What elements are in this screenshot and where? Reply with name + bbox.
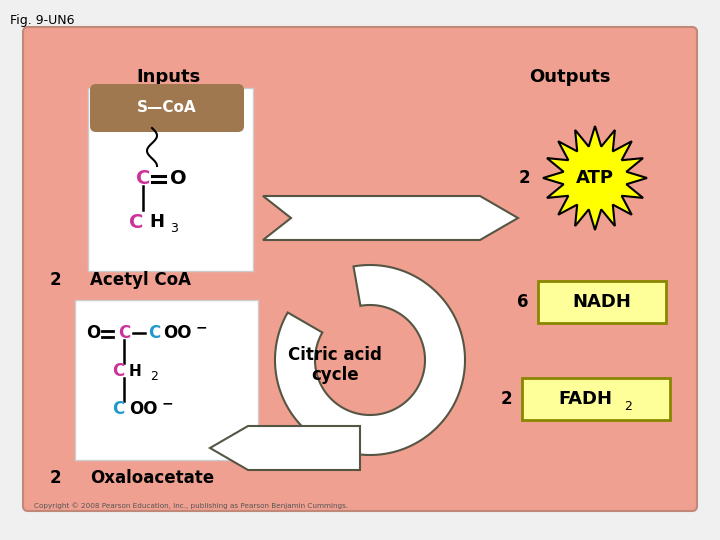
Text: C: C	[136, 168, 150, 187]
Text: Oxaloacetate: Oxaloacetate	[90, 469, 214, 487]
Text: 2: 2	[518, 169, 530, 187]
Text: C: C	[148, 324, 160, 342]
Text: O: O	[86, 324, 100, 342]
Polygon shape	[543, 126, 647, 230]
Text: 2: 2	[50, 469, 62, 487]
Text: C: C	[112, 400, 124, 418]
Text: Inputs: Inputs	[136, 68, 200, 86]
Text: FADH: FADH	[558, 390, 612, 408]
FancyBboxPatch shape	[90, 84, 244, 132]
Text: −: −	[196, 320, 207, 334]
Polygon shape	[275, 265, 465, 455]
Text: C: C	[129, 213, 143, 232]
Text: ATP: ATP	[576, 169, 614, 187]
Text: Fig. 9-UN6: Fig. 9-UN6	[10, 14, 74, 27]
Text: OO: OO	[129, 400, 158, 418]
Text: C: C	[112, 362, 124, 380]
Text: OO: OO	[163, 324, 192, 342]
Polygon shape	[263, 196, 518, 240]
Text: O: O	[170, 168, 186, 187]
Text: Acetyl CoA: Acetyl CoA	[90, 271, 191, 289]
FancyBboxPatch shape	[23, 27, 697, 511]
Text: 3: 3	[170, 221, 178, 234]
Text: 2: 2	[624, 400, 632, 413]
Text: NADH: NADH	[572, 293, 631, 311]
Text: S—CoA: S—CoA	[138, 100, 197, 116]
Text: −: −	[162, 396, 174, 410]
Text: Copyright © 2008 Pearson Education, Inc., publishing as Pearson Benjamin Cumming: Copyright © 2008 Pearson Education, Inc.…	[34, 502, 348, 509]
Polygon shape	[210, 426, 360, 470]
Text: 2: 2	[500, 390, 512, 408]
Text: 2: 2	[150, 370, 158, 383]
Text: 2: 2	[50, 271, 62, 289]
Text: Citric acid
cycle: Citric acid cycle	[288, 346, 382, 384]
Text: H: H	[149, 213, 164, 231]
FancyBboxPatch shape	[75, 300, 258, 460]
Text: Outputs: Outputs	[529, 68, 611, 86]
Text: C: C	[118, 324, 130, 342]
FancyBboxPatch shape	[538, 281, 666, 323]
FancyBboxPatch shape	[88, 88, 253, 271]
Text: H: H	[129, 363, 142, 379]
FancyBboxPatch shape	[522, 378, 670, 420]
Text: 6: 6	[516, 293, 528, 311]
